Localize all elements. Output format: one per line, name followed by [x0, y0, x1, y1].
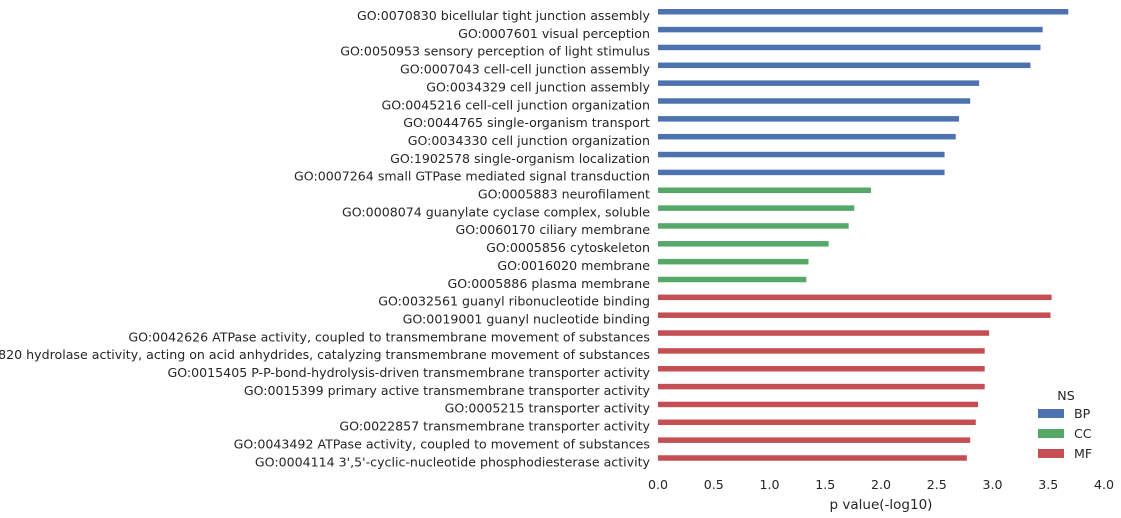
category-label: GO:1902578 single-organism localization [390, 151, 650, 166]
category-label: GO:0005883 neurofilament [478, 187, 650, 202]
bar-bp [658, 169, 945, 176]
bar-bp [658, 26, 1043, 33]
category-label: GO:0032561 guanyl ribonucleotide binding [378, 294, 650, 309]
category-label: GO:0060170 ciliary membrane [456, 222, 651, 237]
bar-mf [658, 419, 976, 426]
category-label: GO:0007601 visual perception [458, 26, 650, 41]
bar-mf [658, 294, 1052, 301]
category-label: GO:0019001 guanyl nucleotide binding [403, 311, 650, 326]
legend-label-bp: BP [1074, 406, 1091, 421]
category-label: GO:0034330 cell junction organization [408, 133, 650, 148]
bar-mf [658, 401, 979, 408]
bars-group [658, 9, 1069, 461]
bar-bp [658, 151, 945, 158]
category-label: GO:0015405 P-P-bond-hydrolysis-driven tr… [167, 365, 650, 380]
category-label: GO:0016020 membrane [497, 258, 650, 273]
bar-cc [658, 223, 849, 229]
category-label: GO:0005215 transporter activity [445, 401, 651, 416]
category-labels: GO:0070830 bicellular tight junction ass… [0, 8, 651, 469]
x-tick-label: 1.0 [759, 477, 779, 492]
bar-bp [658, 98, 971, 104]
x-axis-ticks: 0.0 0.5 1.0 1.5 2.0 2.5 3.0 3.5 4.0 [648, 477, 1114, 492]
legend-title: NS [1057, 388, 1074, 403]
category-label: GO:0015399 primary active transmembrane … [244, 383, 651, 398]
legend: NS BP CC MF [1038, 388, 1092, 461]
bar-mf [658, 366, 985, 372]
category-label: GO:0007043 cell-cell junction assembly [400, 62, 651, 77]
bar-mf [658, 348, 985, 354]
legend-swatch-cc [1038, 429, 1064, 438]
category-label: GO:0016820 hydrolase activity, acting on… [0, 347, 650, 362]
bar-mf [658, 455, 967, 461]
x-tick-label: 3.5 [1038, 477, 1058, 492]
category-label: GO:0007264 small GTPase mediated signal … [294, 169, 650, 184]
bar-cc [658, 276, 807, 283]
bar-cc [658, 241, 829, 247]
legend-swatch-bp [1038, 409, 1064, 418]
bar-bp [658, 116, 960, 122]
x-tick-label: 0.5 [704, 477, 724, 492]
bar-bp [658, 9, 1069, 15]
category-label: GO:0050953 sensory perception of light s… [340, 44, 650, 59]
bar-mf [658, 383, 985, 390]
legend-swatch-mf [1038, 449, 1064, 458]
x-tick-label: 2.0 [871, 477, 891, 492]
bar-cc [658, 187, 871, 193]
category-label: GO:0042626 ATPase activity, coupled to t… [128, 329, 650, 344]
x-tick-label: 1.5 [815, 477, 835, 492]
bar-bp [658, 80, 980, 86]
x-tick-label: 2.5 [927, 477, 947, 492]
x-tick-label: 4.0 [1094, 477, 1114, 492]
bar-cc [658, 258, 809, 265]
category-label: GO:0005856 cytoskeleton [486, 240, 650, 255]
category-label: GO:0004114 3',5'-cyclic-nucleotide phosp… [255, 454, 651, 469]
category-label: GO:0022857 transmembrane transporter act… [339, 419, 650, 434]
x-axis-label: p value(-log10) [830, 497, 933, 513]
category-label: GO:0005886 plasma membrane [448, 276, 651, 291]
category-label: GO:0044765 single-organism transport [403, 115, 650, 130]
x-tick-label: 0.0 [648, 477, 668, 492]
category-label: GO:0043492 ATPase activity, coupled to m… [234, 436, 650, 451]
category-label: GO:0045216 cell-cell junction organizati… [382, 97, 651, 112]
bar-cc [658, 205, 855, 211]
category-label: GO:0070830 bicellular tight junction ass… [357, 8, 651, 23]
category-label: GO:0008074 guanylate cyclase complex, so… [342, 204, 650, 219]
bar-bp [658, 133, 956, 140]
bar-bp [658, 62, 1031, 69]
legend-label-cc: CC [1074, 426, 1092, 441]
bar-bp [658, 44, 1041, 51]
legend-label-mf: MF [1074, 446, 1092, 461]
bar-mf [658, 437, 971, 443]
bar-mf [658, 330, 990, 336]
x-tick-label: 3.0 [982, 477, 1002, 492]
category-label: GO:0034329 cell junction assembly [426, 79, 650, 94]
bar-mf [658, 312, 1051, 318]
